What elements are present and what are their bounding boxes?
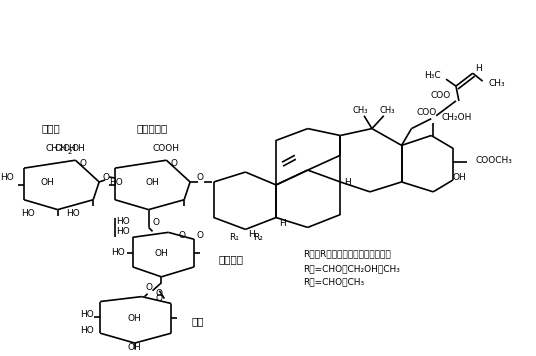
Text: O: O (178, 231, 185, 240)
Text: R₂: R₂ (254, 233, 263, 242)
Text: CH₂OH: CH₂OH (441, 113, 472, 122)
Text: R１、R２：反（側）白茅酸和醎酸: R１、R２：反（側）白茅酸和醎酸 (303, 250, 391, 258)
Text: 阿拉伯糖: 阿拉伯糖 (219, 254, 244, 264)
Text: H: H (248, 230, 255, 239)
Text: HO: HO (116, 217, 130, 226)
Text: OH: OH (41, 178, 55, 188)
Text: HO: HO (116, 227, 130, 236)
Text: 木糖: 木糖 (191, 316, 204, 326)
Text: OH: OH (453, 173, 467, 183)
Text: 2: 2 (58, 145, 63, 151)
Text: OH: OH (71, 144, 85, 153)
Text: H: H (280, 219, 286, 228)
Text: OH: OH (128, 344, 142, 352)
Text: COO: COO (416, 108, 436, 117)
Text: HO: HO (80, 310, 94, 319)
Text: OH: OH (146, 178, 159, 188)
Text: HO: HO (109, 178, 123, 188)
Text: H: H (475, 64, 482, 73)
Text: COOCH₃: COOCH₃ (476, 156, 512, 165)
Text: OH: OH (154, 248, 168, 258)
Text: O: O (197, 231, 204, 240)
Text: OH: OH (63, 144, 76, 153)
Text: H₃C: H₃C (425, 71, 441, 80)
Text: O: O (153, 218, 160, 227)
Text: R₁: R₁ (229, 233, 239, 242)
Text: CH₃: CH₃ (380, 106, 396, 115)
Text: O: O (197, 173, 204, 183)
Text: H: H (344, 178, 351, 188)
Text: HO: HO (80, 326, 94, 335)
Text: 半乳糖: 半乳糖 (41, 124, 60, 134)
Text: COO: COO (431, 91, 451, 100)
Text: CH₃: CH₃ (488, 79, 505, 88)
Text: 2: 2 (68, 149, 72, 155)
Text: CH₃: CH₃ (352, 106, 368, 115)
Text: HO: HO (111, 248, 125, 257)
Text: HO: HO (66, 209, 80, 218)
Text: O: O (156, 294, 163, 303)
Text: CH: CH (46, 144, 59, 153)
Text: O: O (156, 289, 163, 298)
Text: HO: HO (1, 173, 14, 183)
Text: COOH: COOH (153, 144, 180, 153)
Text: O: O (171, 159, 178, 168)
Text: O: O (80, 159, 87, 168)
Text: R２=CHO、CH₃: R２=CHO、CH₃ (303, 277, 364, 286)
Text: OH: OH (128, 314, 142, 323)
Text: CH: CH (54, 144, 67, 153)
Text: HO: HO (21, 209, 35, 218)
Text: O: O (102, 173, 109, 182)
Text: 葡萄糖醛酸: 葡萄糖醛酸 (137, 124, 168, 134)
Text: R１=CHO、CH₂OH、CH₃: R１=CHO、CH₂OH、CH₃ (303, 265, 400, 273)
Text: O: O (146, 283, 153, 292)
